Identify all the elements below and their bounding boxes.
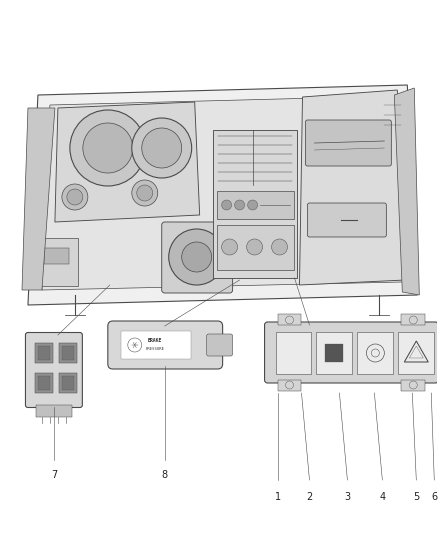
Text: 6: 6 [431, 492, 437, 502]
Text: 2: 2 [306, 492, 313, 502]
Circle shape [137, 185, 153, 201]
Bar [35, 373, 53, 393]
Bar [276, 332, 311, 374]
Polygon shape [300, 90, 405, 285]
Circle shape [142, 128, 182, 168]
Bar [38, 346, 50, 360]
Bar [278, 380, 301, 391]
Text: 8: 8 [162, 470, 168, 480]
Bar [357, 332, 393, 374]
Circle shape [272, 239, 287, 255]
Bar [62, 346, 74, 360]
Bar [62, 376, 74, 390]
Circle shape [222, 239, 237, 255]
Bar [401, 314, 425, 325]
Circle shape [247, 239, 262, 255]
FancyBboxPatch shape [265, 322, 438, 383]
Bar [36, 238, 78, 286]
Text: 1: 1 [275, 492, 281, 502]
FancyBboxPatch shape [207, 334, 233, 356]
Bar [317, 332, 353, 374]
Circle shape [62, 184, 88, 210]
Bar [35, 343, 53, 363]
Circle shape [182, 242, 212, 272]
Circle shape [247, 200, 258, 210]
Bar [36, 405, 72, 417]
Bar [121, 331, 191, 359]
Bar [278, 314, 301, 325]
Text: 3: 3 [344, 492, 350, 502]
Text: BRAKE: BRAKE [148, 338, 162, 343]
Text: PRESSURE: PRESSURE [145, 347, 164, 351]
Polygon shape [42, 96, 403, 290]
FancyBboxPatch shape [307, 203, 386, 237]
Bar [217, 191, 293, 219]
Bar [38, 376, 50, 390]
Bar [44, 248, 69, 264]
FancyBboxPatch shape [108, 321, 223, 369]
Circle shape [67, 189, 83, 205]
Text: 5: 5 [413, 492, 420, 502]
Bar [217, 225, 293, 270]
Circle shape [132, 180, 158, 206]
Circle shape [83, 123, 133, 173]
Bar [212, 130, 297, 278]
Polygon shape [28, 85, 417, 305]
Polygon shape [55, 102, 200, 222]
Text: 4: 4 [379, 492, 385, 502]
Polygon shape [22, 108, 55, 290]
FancyBboxPatch shape [25, 333, 82, 408]
Bar [59, 373, 77, 393]
Circle shape [169, 229, 225, 285]
Circle shape [235, 200, 244, 210]
FancyBboxPatch shape [162, 222, 233, 293]
Circle shape [70, 110, 146, 186]
Bar [401, 380, 425, 391]
Circle shape [132, 118, 192, 178]
Bar [398, 332, 434, 374]
Bar [325, 344, 343, 362]
Circle shape [222, 200, 232, 210]
Polygon shape [394, 88, 419, 295]
Bar [59, 343, 77, 363]
Text: 7: 7 [51, 470, 57, 480]
FancyBboxPatch shape [305, 120, 391, 166]
